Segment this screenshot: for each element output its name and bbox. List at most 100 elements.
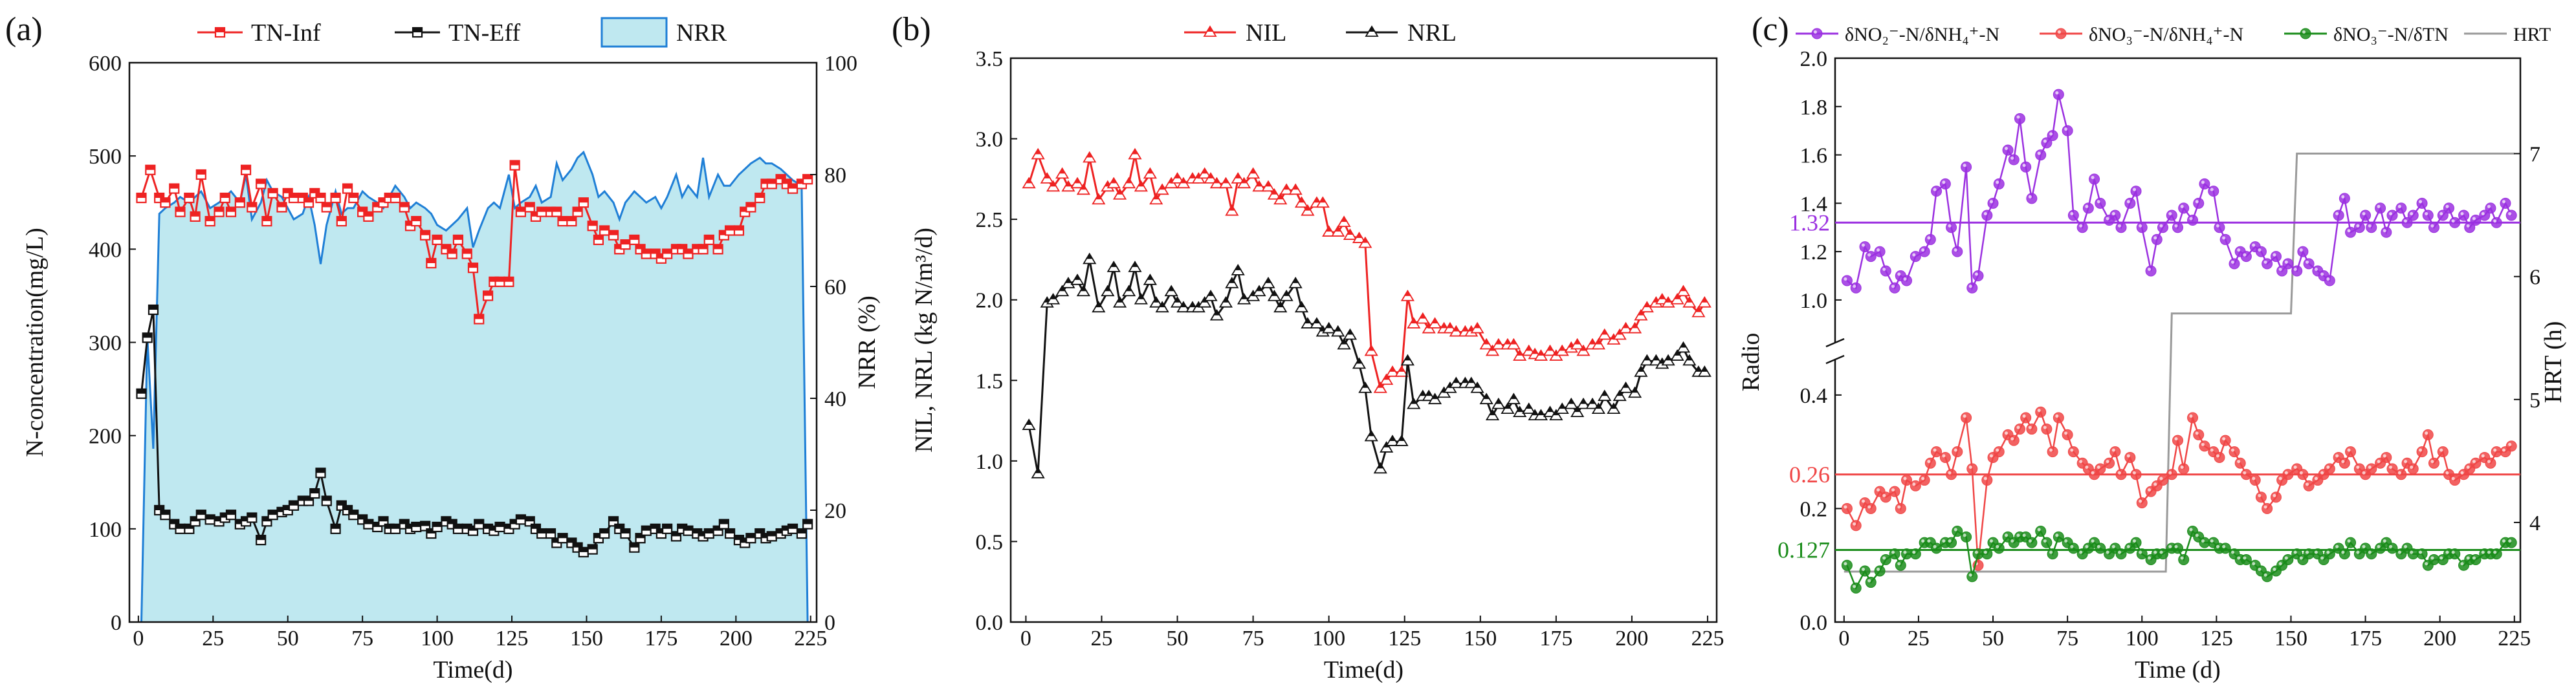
- point-NIL-fill: [1679, 286, 1688, 292]
- point: [2229, 446, 2240, 458]
- point-shine: [2037, 151, 2041, 155]
- point-TN-Eff-fill: [453, 524, 463, 529]
- point-shine: [2258, 568, 2262, 571]
- point-TN-Inf-fill: [761, 179, 771, 184]
- point-NIL-fill: [1440, 323, 1448, 328]
- point-TN-Inf-fill: [578, 198, 588, 203]
- point: [2193, 197, 2205, 209]
- point-NIL-fill: [1367, 345, 1376, 351]
- point-NRL-fill: [1418, 391, 1427, 396]
- point-NIL-fill: [1282, 184, 1291, 190]
- point-NIL-fill: [1058, 168, 1066, 174]
- point-NRL-fill: [1546, 407, 1554, 413]
- point-shine: [2111, 448, 2115, 452]
- point-TN-Eff-fill: [336, 500, 346, 506]
- point: [1939, 451, 1951, 463]
- panel-b: (b) 0 25 50 75 100 125 150 175 200 225 0.0 0.5 1.0 1.5…: [892, 11, 1724, 683]
- legend-marker-shine: [1814, 30, 1817, 34]
- point-shine: [2230, 448, 2234, 452]
- point: [2416, 548, 2428, 560]
- point-TN-Eff-fill: [483, 524, 493, 529]
- point-NRL-fill: [1376, 463, 1385, 469]
- point: [2136, 548, 2148, 560]
- point-shine: [2043, 425, 2047, 429]
- point-NIL-fill: [1207, 173, 1215, 178]
- point-TN-Inf-fill: [615, 244, 624, 250]
- point-NRL-fill: [1292, 277, 1300, 283]
- point-shine: [2460, 212, 2464, 216]
- point-NIL-fill: [1404, 290, 1412, 296]
- y-axis-tick-label: 2.5: [976, 208, 1004, 232]
- point-TN-Inf-fill: [358, 207, 368, 212]
- point-TN-Eff-fill: [516, 515, 525, 520]
- x-axis-tick-label: 75: [1242, 627, 1264, 651]
- point-shine: [2195, 200, 2199, 204]
- point-shine: [2362, 212, 2366, 216]
- point: [2095, 463, 2106, 475]
- point: [2214, 222, 2225, 233]
- y-axis-tick-label: 1.0: [976, 450, 1004, 474]
- point-shine: [1882, 556, 1886, 560]
- legend-label: TN-Inf: [251, 19, 321, 47]
- point-shine: [2397, 204, 2401, 208]
- point-shine: [1921, 539, 1925, 543]
- point-TN-Eff-fill: [426, 529, 436, 534]
- point-NRL-fill: [1234, 264, 1242, 270]
- point-shine: [2278, 562, 2282, 566]
- point-shine: [2049, 550, 2053, 554]
- point-shine: [2216, 544, 2219, 548]
- point: [2178, 202, 2190, 214]
- point-TN-Eff-fill: [432, 522, 442, 527]
- point-TN-Inf-fill: [412, 217, 421, 222]
- point-NIL-fill: [1537, 350, 1545, 356]
- point: [2130, 469, 2142, 480]
- point-TN-Eff-fill: [588, 544, 597, 550]
- point: [2386, 210, 2398, 221]
- point-NRL-fill: [1694, 366, 1702, 372]
- point-shine: [2091, 539, 2095, 543]
- point-NRL-fill: [1110, 261, 1118, 267]
- point-TN-Eff-fill: [552, 538, 562, 543]
- point-NIL-fill: [1276, 194, 1284, 200]
- point-shine: [2237, 248, 2241, 252]
- series-line: [1846, 94, 2513, 292]
- point-NRL-fill: [1173, 297, 1182, 303]
- point-NIL-fill: [1398, 366, 1406, 372]
- x-axis-tick-label: 50: [1982, 627, 2004, 651]
- point-TN-Inf-fill: [719, 230, 729, 235]
- point-NIL-fill: [1085, 152, 1094, 158]
- point-shine: [2362, 544, 2366, 548]
- point-shine: [2118, 224, 2122, 228]
- point-shine: [2216, 224, 2219, 228]
- point-shine: [2425, 212, 2428, 216]
- point-shine: [2306, 260, 2309, 264]
- point-shine: [2230, 260, 2234, 264]
- point-shine: [2419, 200, 2423, 204]
- point-shine: [2010, 156, 2014, 160]
- point: [2008, 435, 2020, 446]
- point-shine: [2043, 139, 2047, 143]
- point-shine: [2383, 539, 2386, 543]
- point: [2035, 406, 2047, 418]
- point-TN-Inf-fill: [641, 249, 651, 254]
- point-NRL-fill: [1034, 468, 1042, 473]
- point: [2014, 113, 2025, 124]
- point-shine: [2174, 544, 2178, 548]
- point-shine: [2368, 224, 2372, 228]
- point-NRL-fill: [1631, 387, 1639, 393]
- point-TN-Inf-fill: [298, 193, 307, 199]
- y-axis-tick-label: 600: [89, 52, 122, 76]
- point-shine: [1996, 180, 1999, 184]
- point: [1895, 559, 1906, 571]
- point-NRL-fill: [1567, 398, 1576, 404]
- point-TN-Inf-fill: [609, 230, 619, 235]
- point: [2470, 457, 2482, 469]
- point-NRL-fill: [1355, 358, 1363, 364]
- point-NIL-fill: [1636, 310, 1645, 316]
- x-axis-tick-label: 25: [1908, 627, 1930, 651]
- point-shine: [2028, 539, 2032, 543]
- point-NRL-fill: [1461, 378, 1470, 383]
- point: [1850, 582, 1862, 594]
- point-TN-Inf-fill: [137, 193, 146, 199]
- point-NRL-fill: [1240, 294, 1248, 299]
